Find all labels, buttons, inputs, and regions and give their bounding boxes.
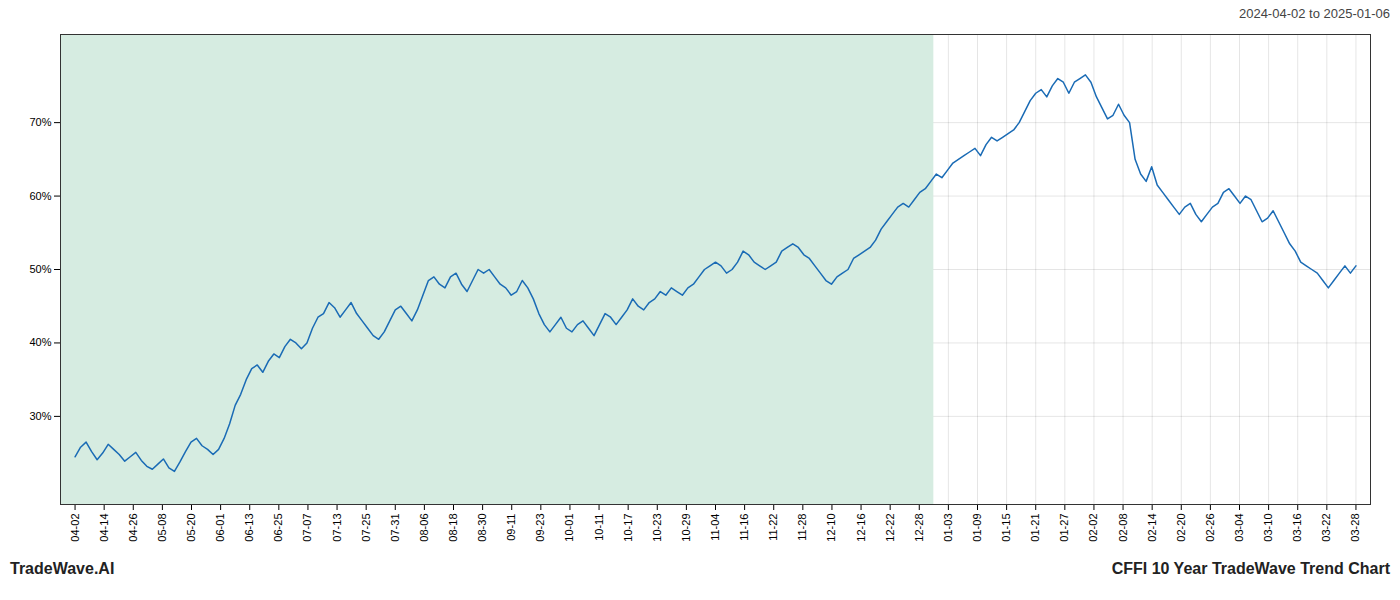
svg-text:09-23: 09-23 [534, 514, 546, 542]
svg-text:12-10: 12-10 [825, 514, 837, 542]
svg-text:02-14: 02-14 [1146, 514, 1158, 542]
svg-text:07-25: 07-25 [360, 514, 372, 542]
svg-text:03-28: 03-28 [1349, 514, 1361, 542]
svg-text:03-22: 03-22 [1320, 514, 1332, 542]
svg-text:10-29: 10-29 [680, 514, 692, 542]
svg-text:06-25: 06-25 [272, 514, 284, 542]
svg-text:03-16: 03-16 [1291, 514, 1303, 542]
svg-text:01-21: 01-21 [1029, 514, 1041, 542]
html-text:TradeWave.AI: TradeWave.AI [10, 560, 115, 577]
svg-text:02-20: 02-20 [1175, 514, 1187, 542]
html-text:2024-04-02 to 2025-01-06: 2024-04-02 to 2025-01-06 [1238, 6, 1390, 21]
svg-text:11-28: 11-28 [796, 514, 808, 541]
svg-text:10-23: 10-23 [651, 514, 663, 542]
svg-text:07-07: 07-07 [301, 514, 313, 542]
svg-text:08-06: 08-06 [418, 514, 430, 542]
svg-text:08-18: 08-18 [447, 514, 459, 542]
svg-text:07-31: 07-31 [389, 514, 401, 542]
svg-text:50%: 50% [29, 263, 51, 275]
svg-text:05-20: 05-20 [185, 514, 197, 542]
svg-text:03-04: 03-04 [1233, 514, 1245, 542]
svg-text:05-08: 05-08 [156, 514, 168, 542]
svg-text:01-15: 01-15 [1000, 514, 1012, 542]
svg-text:30%: 30% [29, 410, 51, 422]
svg-text:06-01: 06-01 [214, 514, 226, 542]
svg-text:12-22: 12-22 [884, 514, 896, 542]
svg-text:07-13: 07-13 [331, 514, 343, 542]
svg-text:70%: 70% [29, 116, 51, 128]
svg-text:02-02: 02-02 [1087, 514, 1099, 542]
svg-text:12-16: 12-16 [855, 514, 867, 542]
svg-text:40%: 40% [29, 336, 51, 348]
svg-text:11-22: 11-22 [767, 514, 779, 541]
svg-text:02-08: 02-08 [1117, 514, 1129, 542]
html-text:CFFI 10 Year TradeWave Trend C: CFFI 10 Year TradeWave Trend Chart [1111, 560, 1390, 577]
svg-text:04-02: 04-02 [69, 514, 81, 542]
svg-text:06-13: 06-13 [243, 514, 255, 542]
svg-text:11-04: 11-04 [709, 514, 721, 541]
svg-text:09-11: 09-11 [505, 514, 517, 541]
svg-text:02-26: 02-26 [1204, 514, 1216, 542]
svg-text:04-14: 04-14 [98, 514, 110, 542]
svg-text:10-01: 10-01 [563, 514, 575, 542]
svg-text:08-30: 08-30 [476, 514, 488, 542]
svg-text:03-10: 03-10 [1262, 514, 1274, 542]
svg-text:10-17: 10-17 [622, 514, 634, 542]
svg-text:10-11: 10-11 [593, 514, 605, 541]
svg-text:60%: 60% [29, 190, 51, 202]
svg-text:04-26: 04-26 [127, 514, 139, 542]
svg-text:01-03: 01-03 [942, 514, 954, 542]
svg-text:01-09: 01-09 [971, 514, 983, 542]
svg-text:12-28: 12-28 [913, 514, 925, 542]
svg-text:11-16: 11-16 [738, 514, 750, 541]
svg-text:01-27: 01-27 [1058, 514, 1070, 542]
